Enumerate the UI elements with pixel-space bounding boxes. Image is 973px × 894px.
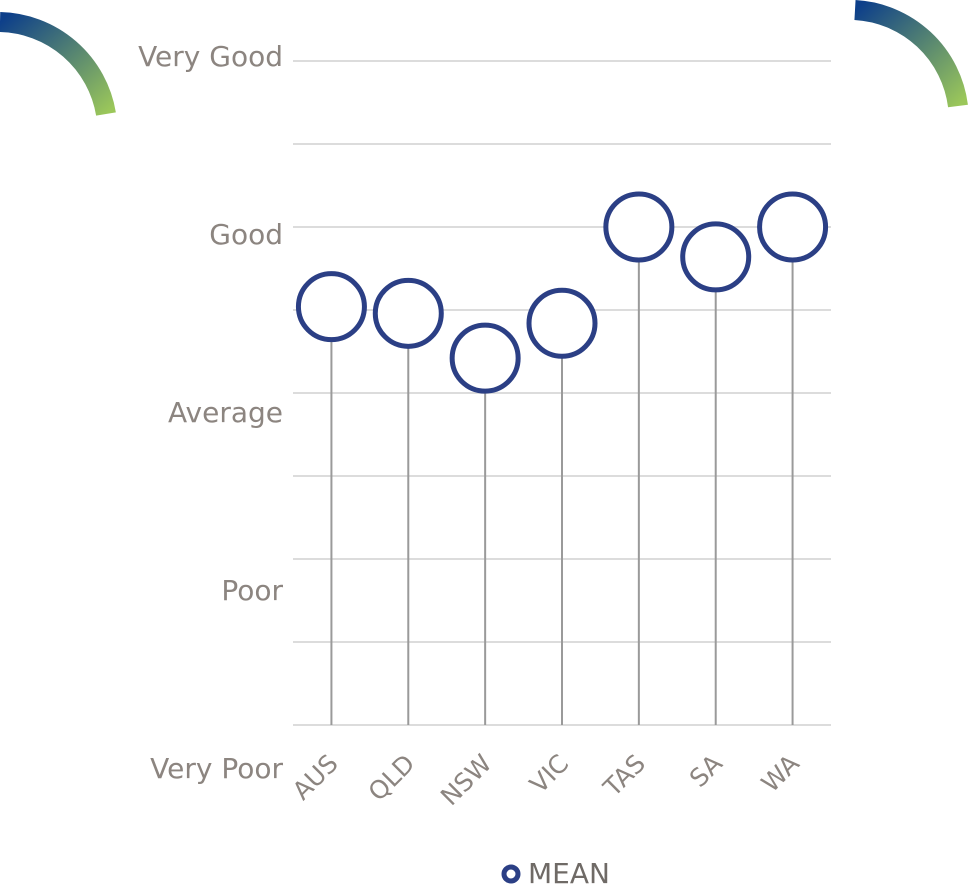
x-tick-label: SA (684, 749, 728, 793)
mean-marker (526, 287, 598, 359)
marks (295, 191, 829, 725)
mean-marker (372, 277, 444, 349)
x-tick-label: VIC (524, 749, 574, 799)
x-tick-label: QLD (363, 749, 421, 807)
legend-label: MEAN (528, 857, 610, 890)
y-tick-label: Very Poor (150, 752, 283, 785)
y-tick-label: Poor (221, 574, 283, 607)
x-tick-label: AUS (287, 749, 344, 806)
decor-arc (854, 0, 968, 108)
mean-marker (757, 191, 829, 263)
x-tick-label: TAS (597, 749, 651, 803)
x-tick-label: WA (756, 749, 805, 798)
mean-marker (680, 221, 752, 293)
mean-marker (603, 191, 675, 263)
y-tick-label: Very Good (138, 40, 283, 73)
legend-marker (501, 864, 521, 884)
y-tick-label: Good (209, 218, 283, 251)
mean-marker (449, 322, 521, 394)
mean-marker (295, 271, 367, 343)
legend: MEAN (501, 857, 610, 890)
x-tick-label: NSW (435, 749, 497, 811)
y-tick-label: Average (168, 396, 283, 429)
decor-arc (0, 12, 116, 116)
